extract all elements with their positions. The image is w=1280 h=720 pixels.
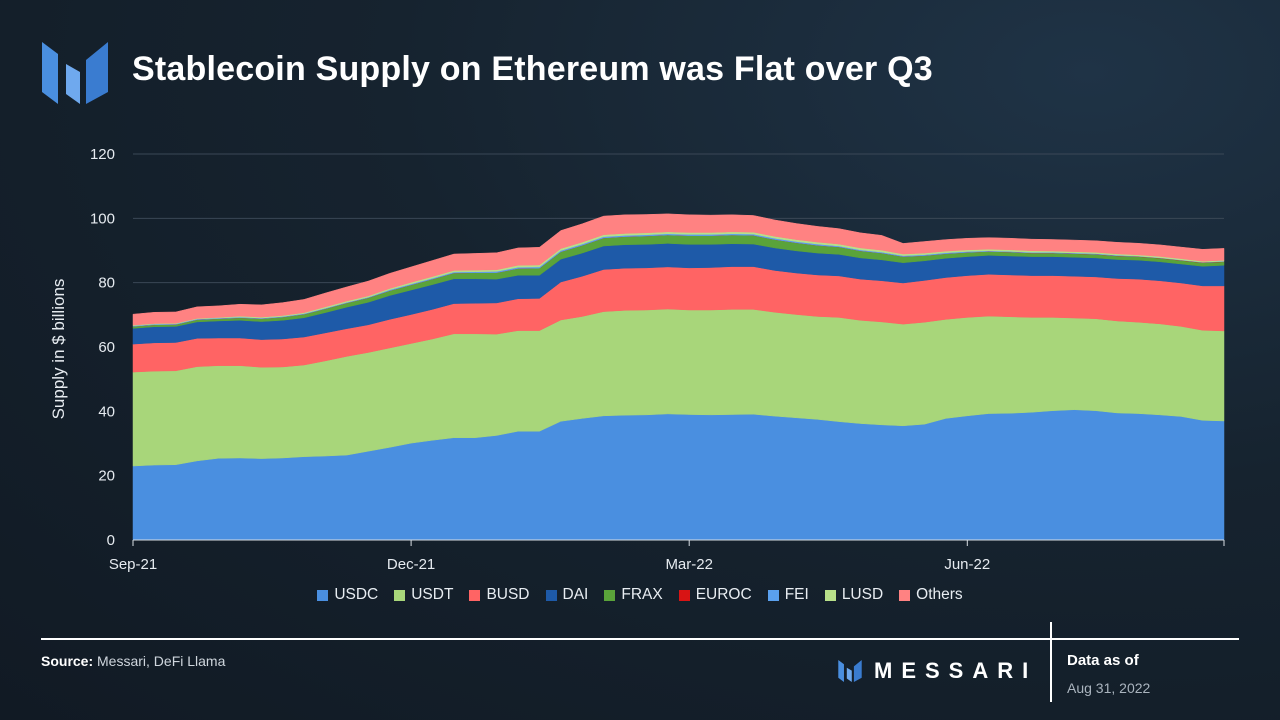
legend-label: EUROC [695,586,752,603]
legend-swatch [604,589,616,601]
legend-label: FEI [784,586,809,603]
y-tick-label: 120 [90,146,115,163]
source-label: Source: [41,653,94,669]
x-tick-label: Mar-22 [665,556,713,573]
legend-item-dai: DAI [545,586,589,604]
legend-label: DAI [562,586,589,603]
legend-item-euroc: EUROC [678,586,752,604]
legend-swatch [824,589,836,601]
legend-item-usdc: USDC [317,586,378,604]
x-tick-label: Sep-21 [109,556,157,573]
brand-name: MESSARI [874,658,1038,683]
legend-swatch [317,589,329,601]
legend-item-busd: BUSD [469,586,530,604]
legend-item-others: Others [899,586,963,604]
footer-divider [41,638,1239,640]
legend-swatch [767,589,779,601]
legend-swatch [394,589,406,601]
footer-vertical-divider [1050,622,1052,702]
data-as-of-label: Data as of [1067,652,1139,669]
legend-label: USDT [411,586,454,603]
legend-item-frax: FRAX [604,586,663,604]
legend-item-usdt: USDT [394,586,453,604]
messari-small-logo-icon [838,660,862,682]
chart-legend: USDC USDT BUSD DAI FRAX EUROC FEI LUSD Others [0,586,1280,604]
data-as-of-date: Aug 31, 2022 [1067,680,1151,696]
legend-swatch [469,589,481,601]
legend-item-lusd: LUSD [824,586,884,604]
legend-swatch [545,589,557,601]
legend-swatch [899,589,911,601]
y-axis-label: Supply in $ billions [49,279,68,420]
legend-label: BUSD [486,586,530,603]
chart-title: Stablecoin Supply on Ethereum was Flat o… [132,50,933,88]
brand-logo: MESSARI [838,658,1037,684]
y-tick-label: 20 [98,468,115,485]
messari-logo-icon [42,42,108,104]
legend-item-fei: FEI [767,586,809,604]
x-tick-label: Jun-22 [944,556,990,573]
legend-swatch [678,589,690,601]
source-text: Messari, DeFi Llama [97,653,226,669]
area-others [132,213,1225,326]
y-tick-label: 40 [98,403,115,420]
stacked-area-chart: 0 20 40 60 80 100 120 Sep-21 Dec-21 Mar-22 Jun-22 S… [49,146,1225,573]
y-tick-label: 0 [107,532,115,549]
legend-label: LUSD [841,586,884,603]
legend-label: Others [916,586,963,603]
x-tick-label: Dec-21 [387,556,435,573]
y-tick-label: 80 [98,275,115,292]
y-tick-label: 60 [98,339,115,356]
legend-label: USDC [334,586,379,603]
source-note: Source: Messari, DeFi Llama [41,653,225,669]
legend-label: FRAX [621,586,663,603]
y-tick-label: 100 [90,210,115,227]
